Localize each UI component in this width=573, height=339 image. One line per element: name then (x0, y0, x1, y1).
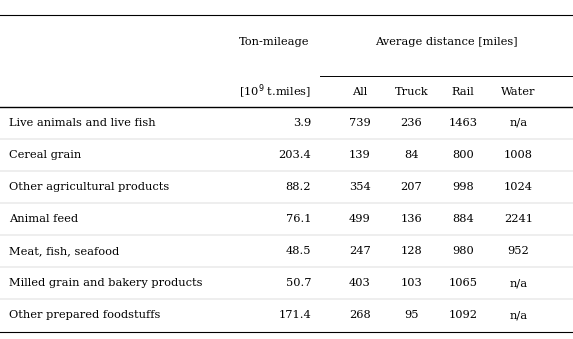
Text: Animal feed: Animal feed (9, 214, 78, 224)
Text: 499: 499 (349, 214, 371, 224)
Text: 50.7: 50.7 (285, 278, 311, 288)
Text: n/a: n/a (509, 278, 528, 288)
Text: Truck: Truck (395, 86, 428, 97)
Text: 139: 139 (349, 150, 371, 160)
Text: 1065: 1065 (449, 278, 477, 288)
Text: 48.5: 48.5 (285, 246, 311, 256)
Text: 998: 998 (452, 182, 474, 192)
Text: 128: 128 (401, 246, 422, 256)
Text: 739: 739 (349, 118, 371, 128)
Text: 2241: 2241 (504, 214, 533, 224)
Text: Average distance [miles]: Average distance [miles] (375, 37, 517, 47)
Text: 403: 403 (349, 278, 371, 288)
Text: n/a: n/a (509, 311, 528, 320)
Text: Milled grain and bakery products: Milled grain and bakery products (9, 278, 202, 288)
Text: 171.4: 171.4 (278, 311, 311, 320)
Text: 800: 800 (452, 150, 474, 160)
Text: Other prepared foodstuffs: Other prepared foodstuffs (9, 311, 160, 320)
Text: Other agricultural products: Other agricultural products (9, 182, 169, 192)
Text: 207: 207 (401, 182, 422, 192)
Text: 95: 95 (404, 311, 419, 320)
Text: 268: 268 (349, 311, 371, 320)
Text: 884: 884 (452, 214, 474, 224)
Text: Water: Water (501, 86, 536, 97)
Text: 103: 103 (401, 278, 422, 288)
Text: 247: 247 (349, 246, 371, 256)
Text: n/a: n/a (509, 118, 528, 128)
Text: Meat, fish, seafood: Meat, fish, seafood (9, 246, 119, 256)
Text: Rail: Rail (452, 86, 474, 97)
Text: 203.4: 203.4 (278, 150, 311, 160)
Text: 952: 952 (508, 246, 529, 256)
Text: 136: 136 (401, 214, 422, 224)
Text: 76.1: 76.1 (285, 214, 311, 224)
Text: 1024: 1024 (504, 182, 533, 192)
Text: 354: 354 (349, 182, 371, 192)
Text: 1092: 1092 (449, 311, 477, 320)
Text: [10$^9$ t.miles]: [10$^9$ t.miles] (239, 82, 311, 101)
Text: 236: 236 (401, 118, 422, 128)
Text: 3.9: 3.9 (293, 118, 311, 128)
Text: All: All (352, 86, 367, 97)
Text: 980: 980 (452, 246, 474, 256)
Text: 88.2: 88.2 (285, 182, 311, 192)
Text: Cereal grain: Cereal grain (9, 150, 81, 160)
Text: 1463: 1463 (449, 118, 477, 128)
Text: Live animals and live fish: Live animals and live fish (9, 118, 155, 128)
Text: 1008: 1008 (504, 150, 533, 160)
Text: Ton-mileage: Ton-mileage (239, 37, 310, 47)
Text: 84: 84 (404, 150, 419, 160)
